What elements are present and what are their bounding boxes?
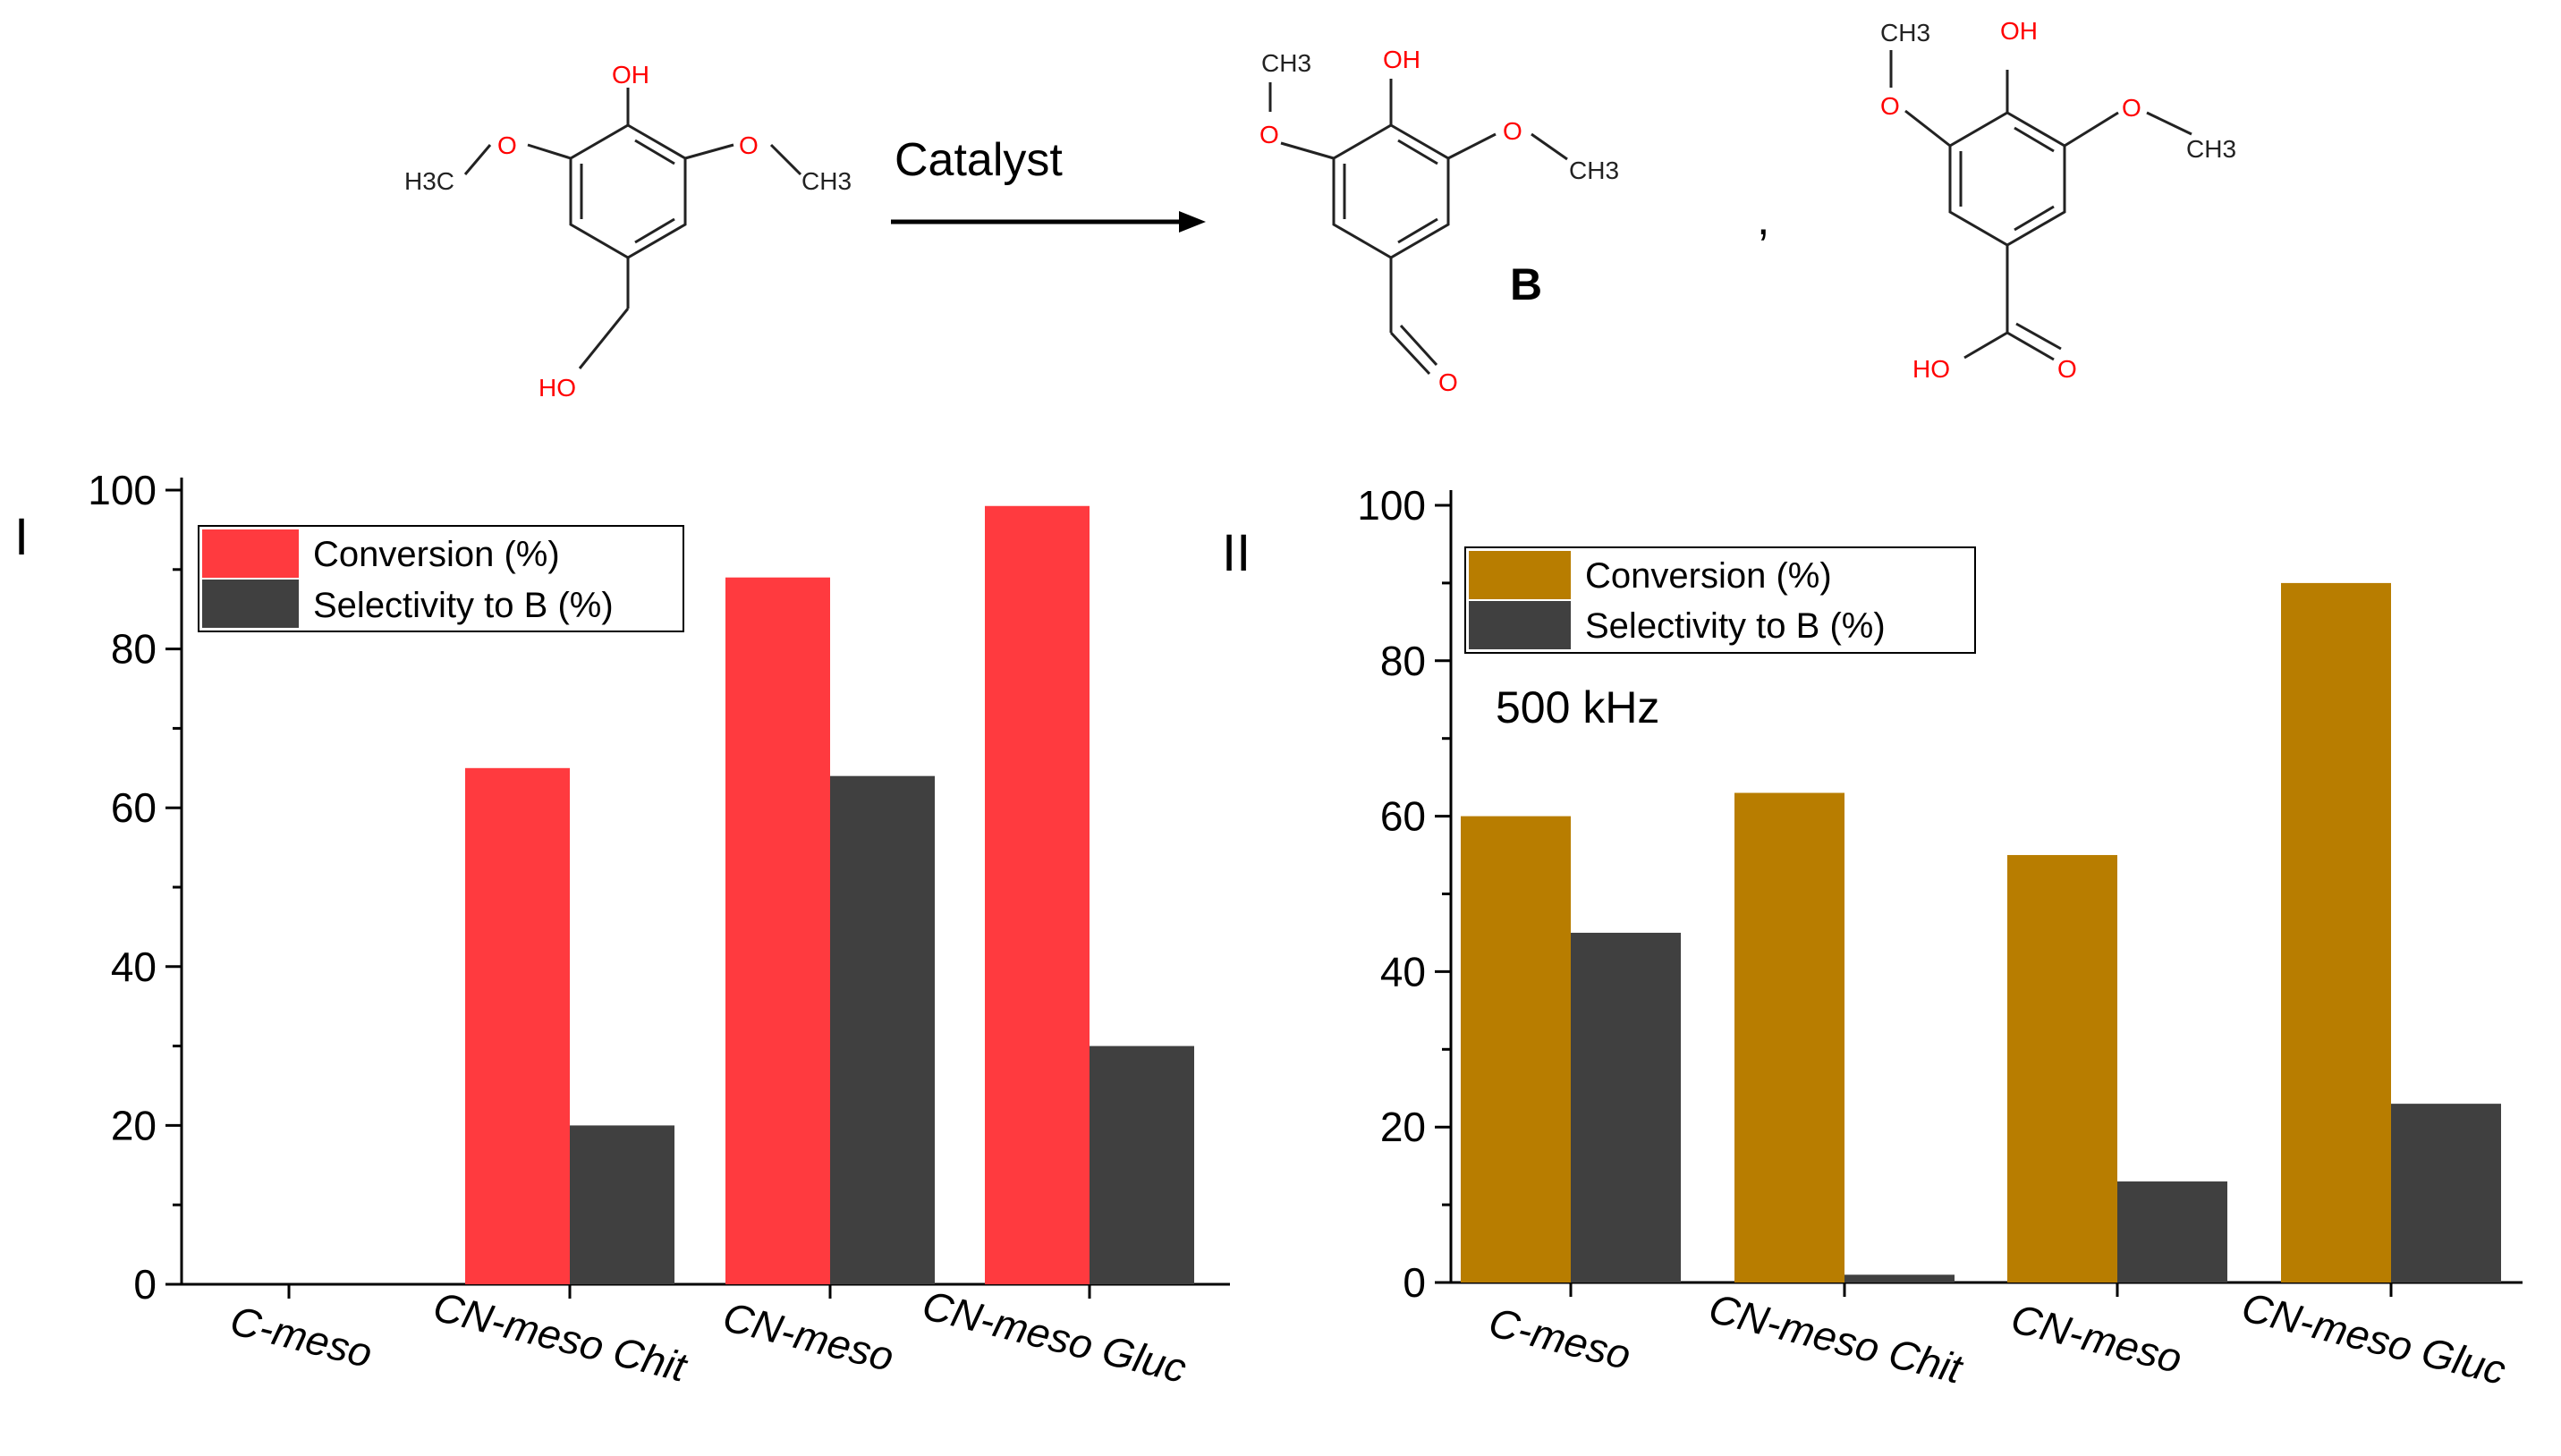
reaction-scheme: OH O O H3C CH3 HO Catalyst C <box>404 17 2236 402</box>
chart-ii-y-tick-label: 80 <box>1380 638 1426 684</box>
reactant-atom-o-left: O <box>497 131 517 159</box>
chart-i-x-tick-label: CN-meso Gluc <box>918 1282 1191 1392</box>
reactant-atom-ch3: CH3 <box>801 167 852 195</box>
arrow-label: Catalyst <box>895 134 1063 186</box>
chart-ii-legend-swatch-selectivity <box>1469 601 1571 649</box>
chart-ii-y-ticks: 0 20 40 60 80 100 <box>1357 482 1451 1306</box>
product-b-atom-ch3-right: CH3 <box>1569 157 1619 184</box>
chart-ii-x-tick-label: CN-meso <box>2006 1295 2186 1382</box>
product-b-molecule: CH3 OH O O CH3 O B <box>1259 46 1619 396</box>
chart-i-y-tick-label: 40 <box>111 944 157 990</box>
chart-ii-legend-conversion: Conversion (%) <box>1585 556 1832 596</box>
product-c-atom-ch3-right: CH3 <box>2186 135 2236 163</box>
product-separator: , <box>1757 193 1769 245</box>
chart-ii-x-tick-label: C-meso <box>1484 1299 1635 1378</box>
chart-i-y-ticks: 0 20 40 60 80 100 <box>88 467 182 1308</box>
chart-i-bar-selectivity <box>570 1125 674 1284</box>
chart-ii-legend-selectivity: Selectivity to B (%) <box>1585 606 1886 646</box>
product-c-atom-ch3-top: CH3 <box>1880 19 1930 47</box>
chart-ii-bar-conversion <box>2281 582 2391 1282</box>
chart-panel-i: I 0 20 40 60 80 100 C-meso CN-meso Chit CN-meso… <box>14 467 1230 1392</box>
product-b-atom-o-aldehyde: O <box>1438 368 1458 396</box>
chart-i-bar-conversion <box>985 505 1090 1284</box>
product-c-molecule: CH3 OH O O CH3 HO O <box>1880 17 2236 383</box>
chart-ii-legend-swatch-conversion <box>1469 551 1571 599</box>
chart-ii-y-tick-label: 40 <box>1380 948 1426 995</box>
chart-ii-y-tick-label: 100 <box>1357 482 1426 529</box>
chart-i-y-tick-label: 80 <box>111 626 157 673</box>
reactant-atom-o-right: O <box>739 131 759 159</box>
chart-i-legend-swatch-selectivity <box>202 580 299 628</box>
product-b-atom-o-right: O <box>1503 117 1522 145</box>
product-c-atom-ho: HO <box>1912 355 1950 383</box>
chart-ii-annotation: 500 kHz <box>1496 682 1659 732</box>
chart-ii-y-tick-label: 60 <box>1380 793 1426 840</box>
chart-ii-bar-selectivity <box>1844 1274 1955 1282</box>
product-b-atom-o-left: O <box>1259 121 1279 148</box>
product-c-atom-oh: OH <box>2000 17 2038 45</box>
reactant-atom-h3c: H3C <box>404 167 454 195</box>
chart-ii-y-tick-label: 0 <box>1403 1259 1426 1306</box>
chart-i-legend-selectivity: Selectivity to B (%) <box>313 586 614 625</box>
chart-ii-legend: Conversion (%) Selectivity to B (%) <box>1464 546 1976 654</box>
chart-ii-bars <box>1461 582 2501 1282</box>
chart-ii-bar-conversion <box>1734 792 1844 1282</box>
chart-ii-bar-selectivity <box>2117 1181 2227 1282</box>
chart-i-legend-conversion: Conversion (%) <box>313 535 560 574</box>
chart-ii-bar-selectivity <box>2391 1104 2501 1282</box>
chart-i-legend: Conversion (%) Selectivity to B (%) <box>198 525 684 632</box>
chart-i-bar-conversion <box>465 767 570 1284</box>
chart-i-bar-conversion <box>725 577 830 1284</box>
reactant-atom-oh-top: OH <box>612 61 649 89</box>
chart-i-legend-swatch-conversion <box>202 529 299 578</box>
chart-ii-bar-conversion <box>1461 816 1571 1282</box>
reactant-molecule: OH O O H3C CH3 HO <box>404 61 852 402</box>
chart-i-y-tick-label: 20 <box>111 1102 157 1148</box>
chart-i-bars <box>465 505 1194 1284</box>
product-c-atom-o-left: O <box>1880 92 1900 120</box>
product-b-label: B <box>1510 259 1542 309</box>
reaction-arrow: Catalyst <box>891 134 1206 233</box>
chart-ii-x-ticks: C-meso CN-meso Chit CN-meso CN-meso Gluc <box>1484 1282 2510 1393</box>
product-b-atom-ch3-top: CH3 <box>1261 49 1311 77</box>
chart-i-x-ticks: C-meso CN-meso Chit CN-meso CN-meso Gluc <box>225 1282 1191 1392</box>
product-b-atom-oh: OH <box>1383 46 1420 73</box>
chart-i-x-tick-label: CN-meso Chit <box>428 1282 692 1391</box>
chart-ii-bar-conversion <box>2007 855 2117 1282</box>
product-c-atom-o-right: O <box>2122 94 2141 122</box>
reactant-atom-ho-bottom: HO <box>538 374 576 402</box>
chart-i-y-tick-label: 100 <box>88 467 157 513</box>
chart-i-bar-selectivity <box>830 775 935 1284</box>
product-c-atom-o-carbonyl: O <box>2057 355 2077 383</box>
chart-i-x-tick-label: CN-meso <box>718 1293 898 1380</box>
chart-panel-ii: II 0 20 40 60 80 100 C-meso CN-meso Chit CN-mes… <box>1222 482 2523 1393</box>
chart-i-y-tick-label: 0 <box>133 1261 157 1308</box>
chart-i-x-tick-label: C-meso <box>225 1297 377 1376</box>
chart-i-y-tick-label: 60 <box>111 784 157 831</box>
chart-ii-bar-selectivity <box>1571 932 1681 1282</box>
chart-ii-x-tick-label: CN-meso Chit <box>1704 1284 1968 1393</box>
panel-label-i: I <box>14 508 29 566</box>
chart-ii-x-tick-label: CN-meso Gluc <box>2237 1283 2510 1393</box>
chart-ii-y-tick-label: 20 <box>1380 1104 1426 1150</box>
chart-i-bar-selectivity <box>1090 1045 1194 1284</box>
panel-label-ii: II <box>1222 524 1251 582</box>
